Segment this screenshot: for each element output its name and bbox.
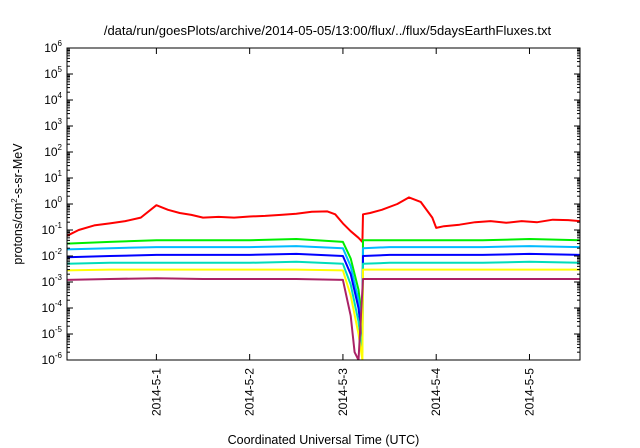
series-line-6 — [67, 268, 580, 360]
series-line-1 — [67, 196, 580, 243]
y-axis-label-prefix: protons/cm — [11, 203, 25, 265]
y-tick-label: 101 — [44, 169, 62, 185]
plot-frame — [66, 47, 581, 361]
x-tick-label: 2014-5-5 — [522, 368, 536, 416]
y-axis-label: protons/cm2-s-sr-MeV — [10, 143, 25, 265]
series-line-2 — [67, 238, 580, 323]
x-tick-label: 2014-5-4 — [429, 368, 443, 416]
x-tick-label: 2014-5-2 — [243, 368, 257, 416]
series-line-7 — [67, 277, 580, 360]
y-axis-label-sup: 2 — [10, 198, 19, 203]
y-tick-label: 10-2 — [42, 247, 63, 263]
y-tick-label: 10-5 — [42, 325, 63, 341]
y-axis-label-suffix: -s-sr-MeV — [11, 143, 25, 199]
series-line-4 — [67, 252, 580, 343]
x-axis-label: Coordinated Universal Time (UTC) — [228, 433, 420, 447]
y-tick-label: 104 — [44, 91, 62, 107]
y-tick-label: 10-6 — [42, 351, 63, 367]
y-tick-label: 103 — [44, 117, 62, 133]
y-axis-ticks: 106 105 104 103 102 101 100 10-1 10-2 10-3 10-4 10-… — [42, 39, 580, 367]
x-tick-label: 2014-5-1 — [149, 368, 163, 416]
series-line-3 — [67, 245, 580, 335]
y-tick-label: 106 — [44, 39, 62, 55]
chart-title: /data/run/goesPlots/archive/2014-05-05/1… — [104, 23, 552, 38]
y-tick-label: 102 — [44, 143, 62, 159]
y-tick-label: 10-4 — [42, 299, 63, 315]
y-tick-label: 105 — [44, 65, 62, 81]
series-line-5 — [67, 260, 580, 354]
y-tick-label: 10-1 — [42, 221, 63, 237]
y-tick-label: 10-3 — [42, 273, 63, 289]
x-tick-label: 2014-5-3 — [336, 368, 350, 416]
series-layer — [67, 196, 580, 360]
x-axis-ticks: 2014-5-1 2014-5-2 2014-5-3 2014-5-4 2014-5-5 — [149, 48, 536, 416]
y-tick-label: 100 — [44, 195, 62, 211]
